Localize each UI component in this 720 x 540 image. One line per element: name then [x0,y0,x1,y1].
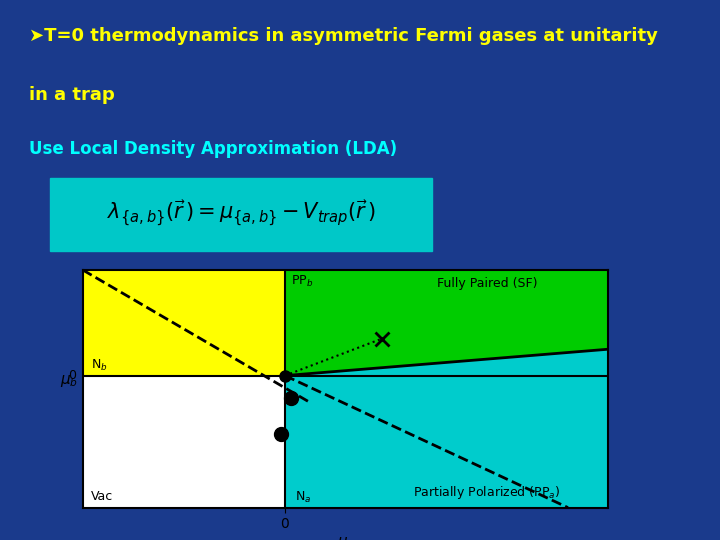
Text: ➤T=0 thermodynamics in asymmetric Fermi gases at unitarity: ➤T=0 thermodynamics in asymmetric Fermi … [29,27,657,45]
Polygon shape [285,349,608,508]
Text: Partially Polarized (PP$_a$): Partially Polarized (PP$_a$) [413,484,561,501]
FancyBboxPatch shape [50,178,432,251]
Text: PP$_b$: PP$_b$ [292,274,314,289]
Text: Fully Paired (SF): Fully Paired (SF) [437,277,537,290]
Bar [83,376,285,508]
Polygon shape [285,270,608,376]
Text: N$_a$: N$_a$ [294,490,311,505]
Y-axis label: $\mu_b$: $\mu_b$ [60,373,78,389]
Text: Vac: Vac [91,490,113,503]
Text: Use Local Density Approximation (LDA): Use Local Density Approximation (LDA) [29,140,397,158]
Bar [83,270,285,376]
Text: $\lambda_{\{a,b\}}(\vec{r}\,) = \mu_{\{a,b\}} - V_{trap}(\vec{r}\,)$: $\lambda_{\{a,b\}}(\vec{r}\,) = \mu_{\{a… [107,199,376,230]
Text: in a trap: in a trap [29,86,114,104]
Text: N$_b$: N$_b$ [91,358,107,373]
Text: 0: 0 [68,369,76,382]
X-axis label: $\mu_a$: $\mu_a$ [337,536,354,540]
